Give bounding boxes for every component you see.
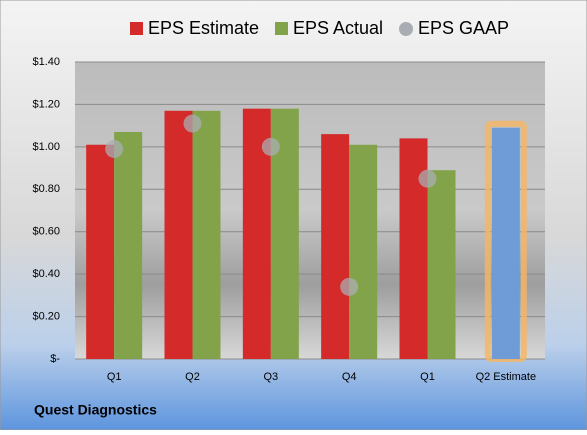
y-tick-label: $1.40	[32, 56, 60, 68]
x-tick-label: Q3	[263, 371, 278, 383]
x-tick-label: Q1	[107, 371, 122, 383]
bar	[164, 110, 193, 360]
y-tick-label: $0.80	[32, 183, 60, 195]
y-tick-label: $-	[50, 353, 60, 365]
plot-area	[75, 62, 545, 359]
x-tick-label: Q4	[342, 371, 357, 383]
legend-marker	[130, 22, 143, 35]
gaap-marker	[340, 277, 359, 296]
y-tick-label: $0.60	[32, 226, 60, 238]
y-tick-label: $0.40	[32, 268, 60, 280]
legend-label: EPS Estimate	[148, 18, 259, 38]
gaap-marker	[105, 139, 124, 158]
x-tick-label: Q2	[185, 371, 200, 383]
gaap-marker	[261, 137, 280, 156]
bar	[349, 144, 378, 359]
x-tick-label: Q2 Estimate	[476, 371, 537, 383]
y-tick-label: $1.20	[32, 98, 60, 110]
chart-title: Quest Diagnostics	[34, 402, 157, 418]
gaap-marker	[418, 169, 437, 188]
bar	[321, 134, 350, 359]
bar	[114, 132, 143, 359]
legend-marker	[275, 22, 288, 35]
bar	[427, 170, 456, 359]
bar	[192, 110, 221, 360]
legend-label: EPS Actual	[293, 18, 383, 38]
legend-marker	[399, 22, 413, 36]
y-tick-label: $0.20	[32, 310, 60, 322]
y-tick-label: $1.00	[32, 141, 60, 153]
x-tick-label: Q1	[420, 371, 435, 383]
gaap-marker	[183, 114, 202, 133]
legend-label: EPS GAAP	[418, 18, 509, 38]
bar	[491, 127, 520, 359]
bar	[86, 144, 115, 359]
